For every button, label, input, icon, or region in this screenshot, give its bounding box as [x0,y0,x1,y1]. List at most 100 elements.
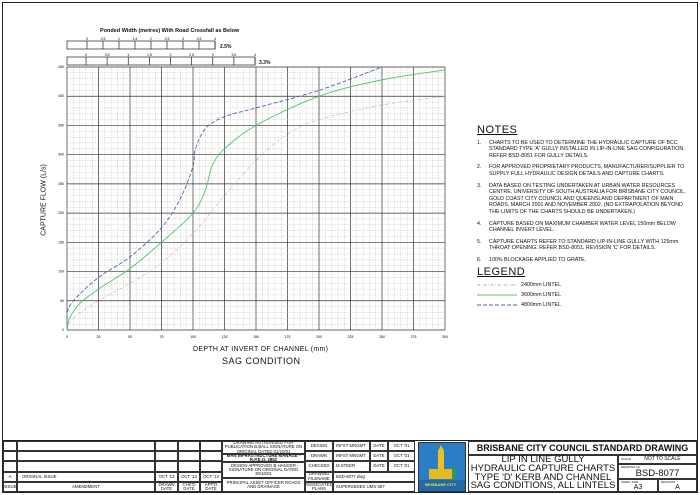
note-number: 6. [477,256,482,263]
legend: LEGEND 2400mm LINTEL 3600mm LINTEL 4800mm … [477,266,692,311]
chart-subtitle: SAG CONDITION [222,356,301,366]
revision: A [675,484,680,491]
x-tick-label: 75 [160,335,164,339]
note-text: 100% BLOCKAGE APPLIED TO GRATE. [489,256,587,263]
x-tick-label: 100 [190,335,196,339]
title-line-4: SAG CONDITIONS, ALL LINTELS [470,480,616,492]
revision-amendment-cell [17,441,155,452]
note-text: CHARTS TO BE USED TO DETERMINE THE HYDRA… [489,139,685,159]
legend-item: 4800mm LINTEL [477,300,692,310]
note-item: 4. CAPTURE BASED ON MAXIMUM CHAMBER WATER… [477,221,692,234]
note-number: 3. [477,182,482,189]
y-tick-label: 300 [58,153,64,157]
signoff-label: DESIGN [305,441,333,452]
revision-drawn-cell: DRAWN DATE [155,481,178,492]
signoff-label: ASSOCIATED PLANS [305,481,333,492]
ruler-tick-label: 0 [86,37,88,41]
revision-chkd-cell [178,451,200,462]
note-item: 3. DATA BASED ON TESTING UNDERTAKEN AT UR… [477,183,692,216]
ruler-tick-label: 3.5 [231,53,236,57]
signoff-value: INFST MNGMT [333,451,370,462]
title-block [3,440,697,493]
crossfall-3.3: 3.3% [259,60,271,66]
title-line-2: HYDRAULIC CAPTURE CHARTS [470,462,616,474]
y-tick-label: 150 [58,240,64,244]
ruler-tick-label: 3 [212,53,214,57]
ruler-tick-label: 1 [127,53,129,57]
capture-chart: 0 25 50 75 100 125 150 175 200 225 250 275 300 0 50 100… [58,65,448,339]
city-hall-icon [419,445,465,491]
note-text: FOR APPROVED PROPRIETARY PRODUCTS, MANUF… [489,164,685,177]
sheet-size: A3 [633,484,643,491]
note-number: 5. [477,238,482,245]
x-tick-label: 150 [253,335,259,339]
series-line-2400mm [66,95,446,331]
officer-text: PRINCIPAL ASSET OFFICER ROADS AND DRAINA… [222,478,305,492]
ruler-tick-label: 0.5 [101,37,106,41]
date-label: DATE [370,441,388,452]
revision-amendment-cell [17,461,155,472]
signoff-label: DRAWING FILENAME [305,471,333,482]
rev-label: REVISION [661,479,676,484]
title-line-3: TYPE 'D' KERB AND CHANNEL [474,471,612,483]
x-tick-label: 275 [411,335,417,339]
ruler-tick-label: 3 [182,37,184,41]
signoff-date: OCT '01 [388,461,415,472]
y-axis-label: CAPTURE FLOW (L/s) [40,164,48,236]
y-tick-label: 200 [58,211,64,215]
signoff-value: M.STEER [333,461,370,472]
ponded-width-rulers: 0 0.5 1 1.5 2 2.5 3 3.5 4 0 0.5 1 1.5 2 2.5 3 3.5 4 [66,37,256,66]
signoff-label: DRAWN [305,451,333,462]
note-text: DATA BASED ON TESTING UNDERTAKEN AT URBA… [489,182,686,215]
legend-label: 3600mm LINTEL [521,291,562,298]
legend-swatch [477,304,517,306]
legend-item: 2400mm LINTEL [477,280,692,290]
revision-apprd-cell: APP'D DATE [200,481,222,492]
drawing-title: LIP IN LINE GULLY HYDRAULIC CAPTURE CHAR… [468,455,618,492]
note-text: CAPTURE CHARTS REFER TO STANDARD LIP-IN-… [489,238,679,252]
signoff-value: SUPERSEDES UMS-387 [333,481,415,492]
y-tick-label: 250 [58,182,64,186]
revision-issue-cell: A [3,471,17,482]
ruler-tick-label: 0.5 [105,53,110,57]
revision-chkd-cell: OCT '13 [178,471,200,482]
legend-label: 2400mm LINTEL [521,281,562,288]
revision-drawn-cell [155,461,178,472]
ruler-tick-label: 4 [254,53,256,57]
x-tick-label: 225 [348,335,354,339]
date-label: DATE [370,451,388,462]
notes-panel: NOTES 1. CHARTS TO BE USED TO DETERMINE T… [477,124,692,311]
signoff-label: CHECKED [305,461,333,472]
revision-chkd-cell [178,441,200,452]
x-tick-label: 125 [222,335,228,339]
logo-text: BRISBANE CITY [425,482,457,487]
x-tick-label: 0 [66,335,68,339]
series-line-3600mm [66,69,446,331]
note-number: 1. [477,139,482,146]
notes-title: NOTES [477,124,518,136]
legend-swatch [477,294,517,296]
note-text: CAPTURE BASED ON MAXIMUM CHAMBER WATER L… [489,220,676,234]
ruler-tick-label: 1.5 [133,37,138,41]
y-tick-label: 0 [62,328,64,332]
council-heading: BRISBANE CITY COUNCIL STANDARD DRAWING [468,441,697,455]
ruler-tick-label: 1 [118,37,120,41]
ruler-tick-label: 2 [150,37,152,41]
x-tick-label: 25 [97,335,101,339]
x-axis-label: DEPTH AT INVERT OF CHANNEL (mm) [193,346,329,353]
approved-text: DESIGN APPROVED B.HANGER SIGNATURE ON OR… [222,462,305,478]
scale-box: SCALE NOT TO SCALE [618,455,697,464]
y-tick-label: 400 [58,94,64,98]
ruler-tick-label: 2 [170,53,172,57]
revision-drawn-cell [155,451,178,462]
note-item: 5. CAPTURE CHARTS REFER TO STANDARD LIP-I… [477,239,692,252]
y-tick-label: 100 [58,270,64,274]
revision-issue-cell [3,461,17,472]
revision-issue-cell [3,451,17,462]
note-number: 2. [477,164,482,171]
date-label: DATE [370,461,388,472]
revision-issue-cell: ISSUE [3,481,17,492]
legend-item: 3600mm LINTEL [477,290,692,300]
